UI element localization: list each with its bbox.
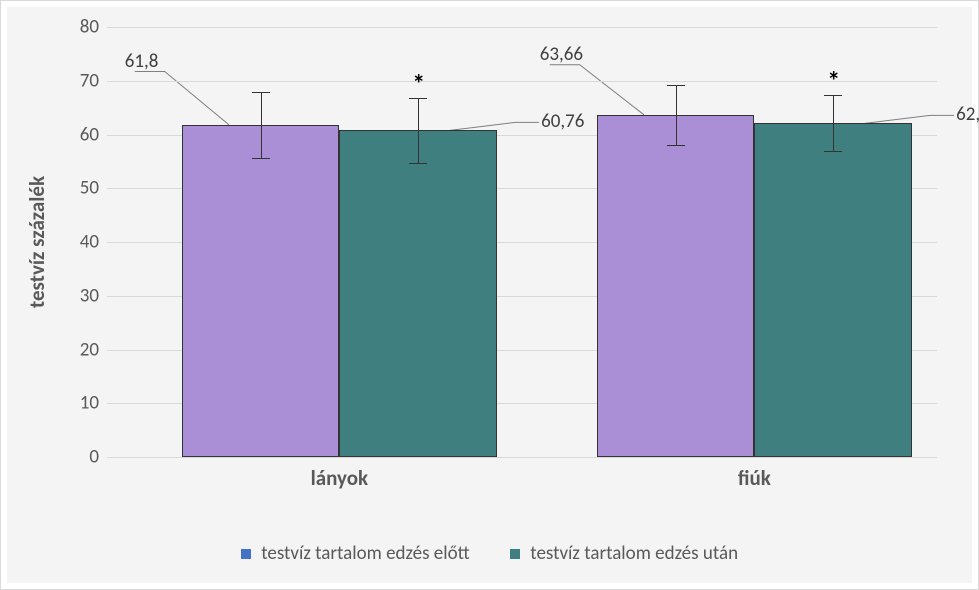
legend-item-before: testvíz tartalom edzés előtt: [241, 542, 470, 565]
error-bar-cap: [252, 158, 270, 159]
bar: [182, 125, 340, 457]
value-label: 61,8: [125, 50, 159, 73]
grid-line: [107, 457, 937, 458]
value-label: 63,66: [540, 43, 583, 66]
error-bar-cap: [252, 92, 270, 93]
y-tick-label: 50: [80, 177, 107, 200]
error-bar-cap: [409, 163, 427, 164]
x-category-label: fiúk: [738, 465, 771, 491]
legend-label-after: testvíz tartalom edzés után: [530, 542, 738, 565]
error-bar: [261, 92, 262, 159]
error-bar-cap: [824, 151, 842, 152]
y-tick-label: 70: [80, 69, 107, 92]
legend-swatch-before: [241, 549, 251, 559]
bar: [597, 115, 755, 457]
chart-inner-panel: testvíz százalék 0 10 20 30 40 50 60 70 80 lányok…: [7, 7, 972, 583]
error-bar-cap: [667, 85, 685, 86]
error-bar: [418, 98, 419, 163]
chart-outer-frame: testvíz százalék 0 10 20 30 40 50 60 70 80 lányok…: [0, 0, 979, 590]
grid-line: [107, 81, 937, 82]
y-tick-label: 80: [80, 16, 107, 39]
bar: [754, 123, 912, 457]
error-bar-cap: [667, 145, 685, 146]
legend-label-before: testvíz tartalom edzés előtt: [261, 542, 469, 565]
plot-area: 01020304050607080lányok61,860,76*fiúk63,…: [107, 27, 937, 457]
significance-marker: *: [827, 65, 840, 97]
legend-item-after: testvíz tartalom edzés után: [510, 542, 738, 565]
value-label: 60,76: [541, 110, 584, 133]
legend: testvíz tartalom edzés előtt testvíz tar…: [7, 542, 972, 565]
x-category-label: lányok: [311, 465, 369, 491]
y-tick-label: 10: [80, 392, 107, 415]
y-tick-label: 30: [80, 284, 107, 307]
error-bar: [833, 95, 834, 151]
y-axis-label: testvíz százalék: [24, 176, 50, 308]
y-tick-label: 40: [80, 231, 107, 254]
significance-marker: *: [412, 68, 425, 100]
grid-line: [107, 27, 937, 28]
y-tick-label: 0: [89, 446, 107, 469]
y-tick-label: 20: [80, 338, 107, 361]
error-bar: [676, 85, 677, 145]
bar: [339, 130, 497, 457]
y-tick-label: 60: [80, 123, 107, 146]
legend-swatch-after: [510, 549, 520, 559]
value-label: 62,08: [956, 103, 979, 126]
